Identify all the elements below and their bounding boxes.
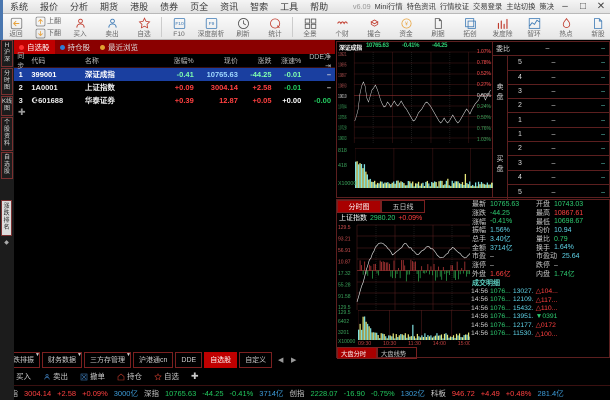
svg-text:10895: 10895 [338,62,347,68]
svg-text:¥: ¥ [405,21,408,27]
svg-text:55.28: 55.28 [338,283,351,289]
svg-text:10693: 10693 [338,135,347,141]
svg-text:56.91: 56.91 [338,248,351,254]
svg-text:10784: 10784 [338,104,347,110]
svg-text:10893: 10893 [338,83,347,89]
svg-text:10010: 10010 [338,93,347,99]
svg-text:F9: F9 [208,21,214,27]
svg-text:10921: 10921 [338,51,347,57]
svg-text:10728: 10728 [338,125,347,131]
svg-text:10756: 10756 [338,114,347,120]
svg-text:91.58: 91.58 [338,294,351,300]
svg-text:17.32: 17.32 [338,271,351,277]
svg-text:F10: F10 [175,21,184,27]
svg-text:10.87: 10.87 [338,260,351,266]
svg-text:129.5: 129.5 [338,225,351,231]
svg-text:93.21: 93.21 [338,237,351,243]
svg-text:10867: 10867 [338,72,347,78]
